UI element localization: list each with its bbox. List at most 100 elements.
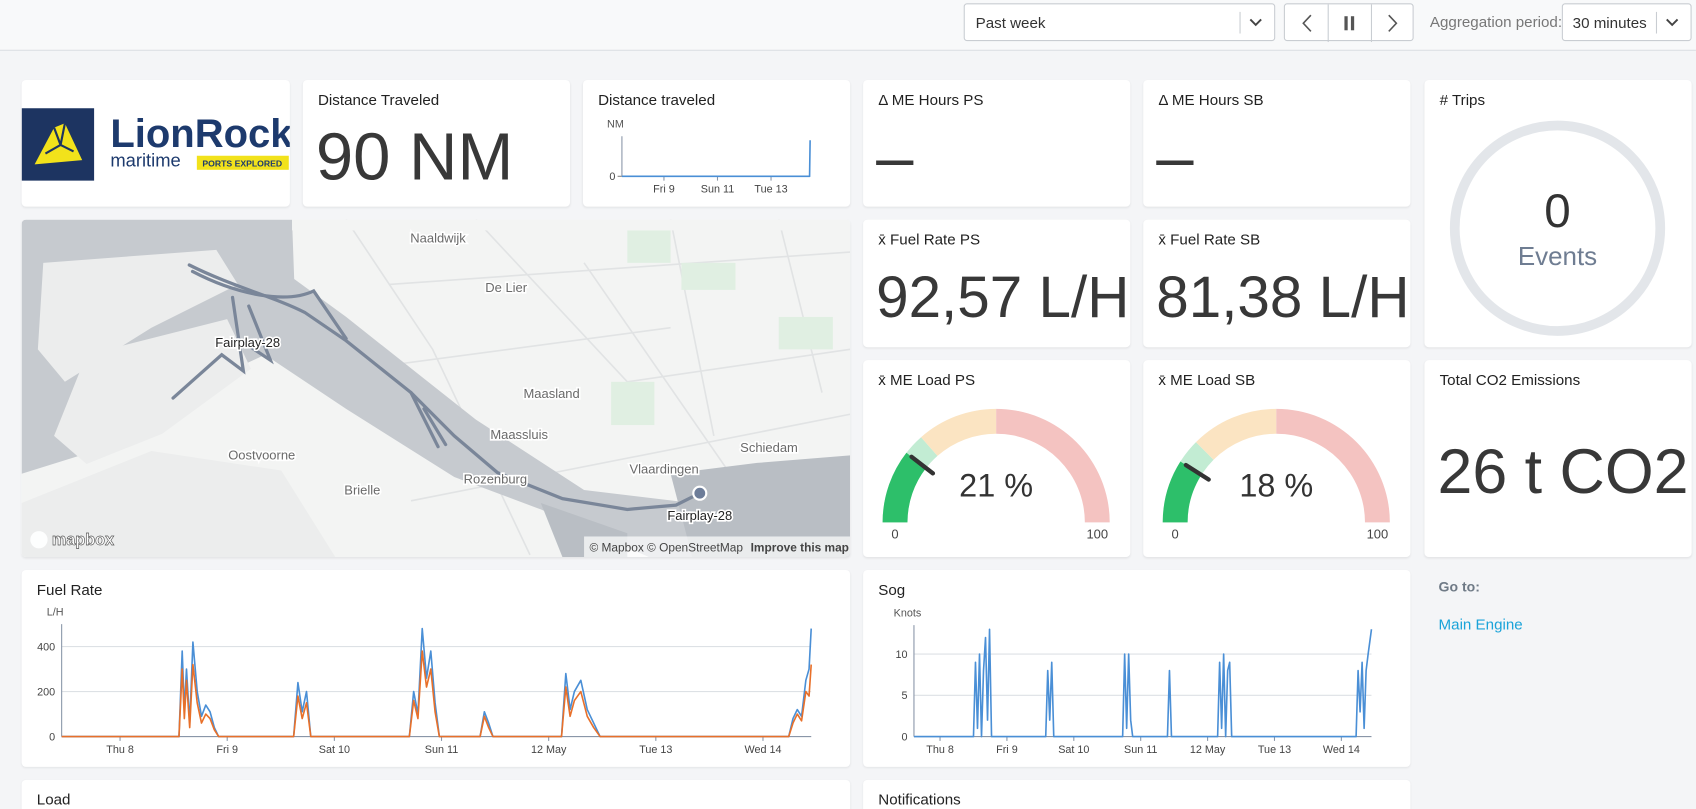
vessel-label: Fairplay-28	[215, 335, 280, 350]
x-tick-label: Fri 9	[996, 744, 1018, 756]
map[interactable]: Naaldwijk De Lier Maasland Maassluis Vlaardi…	[21, 219, 851, 558]
chart-title: Sog	[878, 580, 906, 599]
map-place: Naaldwijk	[410, 230, 466, 245]
goto-link[interactable]: Main Engine	[1438, 615, 1523, 633]
tile-value: 81,38 L/H	[1156, 264, 1410, 330]
gauge-band	[921, 408, 997, 456]
range-select[interactable]: Past week	[963, 3, 1276, 42]
vessel-label: Fairplay-28	[667, 508, 732, 523]
x-tick-label: 12 May	[1190, 744, 1226, 756]
x-tick-label: Sat 10	[1058, 744, 1089, 756]
aggregation-select[interactable]: 30 minutes	[1561, 3, 1692, 42]
series-line	[61, 627, 813, 738]
x-tick-label: Wed 14	[1323, 744, 1360, 756]
x-tick-label: 12 May	[531, 744, 567, 756]
chart-title: Fuel Rate	[36, 580, 103, 599]
series-line	[621, 140, 811, 178]
tile-title: x̄ Fuel Rate PS	[878, 230, 981, 248]
y-tick-label: 0	[49, 731, 55, 743]
y-tick-label: 400	[37, 641, 55, 653]
tile-title: Total CO2 Emissions	[1439, 370, 1581, 389]
x-tick-label: Thu 8	[106, 744, 134, 756]
map-logo: mapbox	[52, 531, 114, 549]
goto-title: Go to:	[1438, 578, 1480, 595]
logo-name: LionRock	[110, 112, 290, 156]
trips-ring: 0 Events	[1449, 120, 1666, 336]
panel-title: Load	[36, 790, 71, 808]
tile: x̄ Fuel Rate PS 92,57 L/H	[863, 219, 1131, 348]
tile-title: Δ ME Hours SB	[1158, 90, 1264, 109]
gauge-tick-label: 100	[1086, 527, 1108, 542]
tile-title: x̄ Fuel Rate SB	[1158, 230, 1261, 248]
gauge-tick-label: 0	[891, 527, 898, 542]
axis-label: L/H	[47, 606, 64, 618]
logo-tagline: maritime	[110, 150, 180, 171]
x-tick-label: Tue 13	[639, 744, 672, 756]
logo-badge: PORTS EXPLORED	[202, 159, 282, 169]
tile: # Trips 0 Events	[1424, 80, 1692, 348]
tile: Δ ME Hours PS –	[863, 80, 1131, 207]
y-tick-label: 0	[901, 731, 907, 743]
map-place: Brielle	[344, 482, 380, 497]
x-tick-label: Sat 10	[319, 744, 350, 756]
x-tick-label: Fri 9	[216, 744, 238, 756]
pause-button[interactable]	[1344, 16, 1348, 31]
prev-button[interactable]	[1302, 14, 1312, 32]
nav-buttons	[1283, 3, 1414, 43]
map-place: Maassluis	[490, 427, 548, 442]
chart: L/H 0 200 400 Thu 8 Fri 9 Sat 10 Sun 11 12 May Tu…	[37, 606, 813, 756]
x-tick-label: Thu 8	[926, 744, 954, 756]
trips-value: 0	[1544, 185, 1570, 238]
chart-title: Distance traveled	[598, 90, 716, 109]
aggregation-value: 30 minutes	[1572, 14, 1647, 32]
divider	[1655, 11, 1658, 34]
range-value: Past week	[975, 14, 1046, 32]
chart: Knots 0 5 10 Thu 8 Fri 9 Sat 10 Sun 11 12 May Tue…	[894, 608, 1373, 756]
nav-icons	[1302, 4, 1398, 43]
gauge-value: 18 %	[1239, 467, 1313, 503]
map-improve[interactable]: Improve this map	[751, 541, 849, 555]
tile: Total CO2 Emissions 26 t CO2	[1424, 360, 1692, 558]
x-tick-label: Tue 13	[1258, 744, 1291, 756]
gauge-band	[1195, 408, 1277, 460]
next-button[interactable]	[1388, 14, 1398, 32]
tile-value: 92,57 L/H	[876, 264, 1130, 330]
y-tick-label: 5	[901, 690, 907, 702]
gauge: 21 % 0 100	[882, 408, 1110, 542]
map-place: Vlaardingen	[629, 462, 698, 477]
gauge-card: x̄ ME Load PS 21 % 0 100	[863, 360, 1131, 558]
tile-value: –	[876, 120, 914, 195]
logo: LionRock maritime PORTS EXPLORED	[21, 108, 290, 181]
tile: Distance Traveled 90 NM	[302, 80, 571, 207]
x-tick-label: Sun 11	[701, 184, 734, 196]
map-place: Schiedam	[740, 440, 798, 455]
gauge-band	[996, 408, 1110, 523]
tile-value: 90 NM	[315, 120, 514, 195]
tile: x̄ Fuel Rate SB 81,38 L/H	[1143, 219, 1411, 348]
map-attribution[interactable]: © Mapbox © OpenStreetMap	[589, 541, 743, 555]
chart-title: x̄ ME Load PS	[878, 370, 976, 389]
x-tick-label: Sun 11	[1124, 744, 1157, 756]
pause-button[interactable]	[1350, 16, 1355, 31]
series-line	[913, 628, 1373, 738]
gauge-band	[1276, 408, 1390, 523]
tile-value: 26 t CO2	[1437, 436, 1689, 508]
map-place: De Lier	[485, 280, 527, 295]
y-tick-label: 10	[895, 649, 907, 661]
gauge-value: 21 %	[959, 467, 1033, 503]
gauge-needle	[909, 454, 936, 476]
gauge-tick-label: 0	[1172, 527, 1179, 542]
map-place: Oostvoorne	[228, 448, 295, 463]
divider	[1239, 11, 1241, 34]
aggregation-label: Aggregation period:	[1429, 12, 1563, 31]
chart-card: Sog Knots 0 5 10 Thu 8 Fri 9 Sat 10 Sun 11 12 Ma…	[863, 570, 1411, 767]
chart-card: Fuel Rate L/H 0 200 400 Thu 8 Fri 9 Sat 10 Sun …	[21, 570, 851, 767]
gauge-fill	[882, 452, 927, 523]
gauge-needle	[1183, 462, 1211, 482]
map-place: Maasland	[523, 386, 579, 401]
y-tick-label: 200	[37, 686, 55, 698]
chart: NM 0 Fri 9 Sun 11 Tue 13	[607, 119, 811, 196]
gauge-fill	[1162, 461, 1202, 523]
tile-value: –	[1156, 120, 1194, 195]
